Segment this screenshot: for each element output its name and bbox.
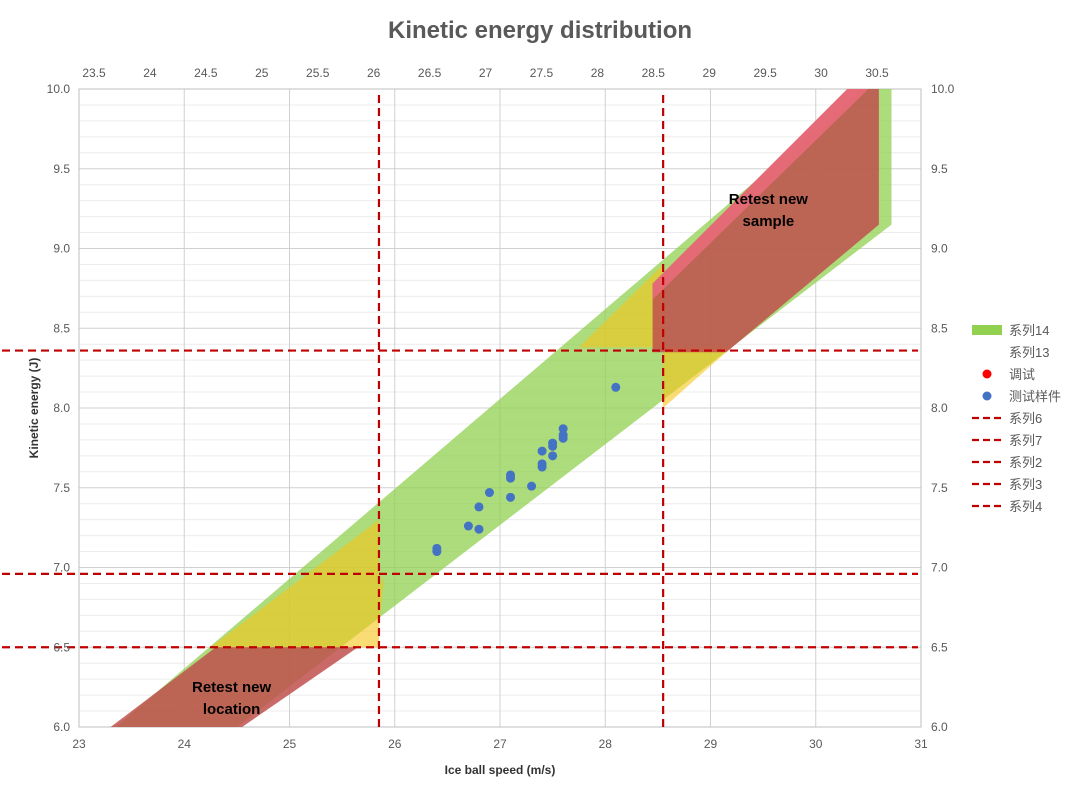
x-tick-label: 30	[809, 737, 823, 751]
legend-label: 系列13	[1009, 345, 1049, 360]
x2-tick-label: 27	[479, 66, 493, 80]
band-layer	[110, 89, 892, 727]
annotation-text: Retest new	[192, 679, 272, 696]
plot-area-border	[78, 88, 922, 728]
y2-tick-label: 8.0	[931, 401, 948, 415]
y2-tick-label: 6.5	[931, 640, 948, 654]
y2-tick-label: 7.5	[931, 481, 948, 495]
data-point-测试样件	[506, 470, 516, 480]
x2-tick-label: 27.5	[530, 66, 554, 80]
chart-title: Kinetic energy distribution	[388, 17, 692, 44]
y-tick-label: 7.5	[53, 481, 70, 495]
x2-tick-label: 25	[255, 66, 269, 80]
y2-tick-label: 7.0	[931, 561, 948, 575]
legend-label: 系列2	[1009, 455, 1042, 470]
x2-tick-label: 28.5	[642, 66, 666, 80]
data-point-测试样件	[537, 459, 547, 469]
y2-tick-label: 9.5	[931, 162, 948, 176]
legend-swatch-band	[972, 325, 1002, 335]
x2-tick-label: 29	[703, 66, 717, 80]
x2-tick-label: 26	[367, 66, 381, 80]
legend-label: 系列6	[1009, 411, 1042, 426]
data-point-测试样件	[611, 382, 621, 392]
x-tick-label: 24	[178, 737, 192, 751]
legend-label: 系列14	[1009, 323, 1049, 338]
x2-tick-label: 24	[143, 66, 157, 80]
annotation-layer: Retest new location Retest new sample	[192, 191, 808, 718]
reference-line-layer	[2, 95, 918, 727]
tick-layer: 23 24 25 26 27 28 29 30 31 23.5 24 24.5 25 25.5 26 26.5…	[47, 66, 955, 751]
band-red-zone-low	[110, 647, 358, 727]
x-tick-label: 28	[599, 737, 613, 751]
x2-tick-label: 28	[591, 66, 605, 80]
x-tick-label: 29	[704, 737, 718, 751]
band-red-zone-high	[652, 89, 879, 353]
band-red-top-edge	[652, 89, 869, 300]
x2-tick-label: 30.5	[865, 66, 889, 80]
legend-label: 调试	[1009, 367, 1035, 382]
data-point-测试样件	[474, 502, 484, 512]
data-point-测试样件	[474, 524, 484, 534]
data-point-测试样件	[463, 521, 473, 531]
y-tick-label: 8.5	[53, 321, 70, 335]
x-tick-label: 26	[388, 737, 402, 751]
x2-tick-label: 24.5	[194, 66, 218, 80]
legend-label: 测试样件	[1009, 389, 1061, 404]
x-tick-label: 31	[914, 737, 928, 751]
x2-tick-label: 26.5	[418, 66, 442, 80]
data-point-测试样件	[548, 438, 558, 448]
y-tick-label: 9.0	[53, 242, 70, 256]
legend-swatch-dot	[982, 369, 992, 379]
y-tick-label: 9.5	[53, 162, 70, 176]
y-tick-label: 10.0	[47, 82, 71, 96]
annotation-text: location	[203, 701, 261, 718]
data-point-测试样件	[548, 451, 558, 461]
legend-label: 系列3	[1009, 477, 1042, 492]
y2-tick-label: 9.0	[931, 242, 948, 256]
data-point-测试样件	[558, 430, 568, 440]
legend-label: 系列7	[1009, 433, 1042, 448]
data-point-测试样件	[484, 488, 494, 498]
data-point-测试样件	[537, 446, 547, 456]
data-point-测试样件	[527, 481, 537, 491]
y-axis-title: Kinetic energy (J)	[27, 358, 41, 459]
y-tick-label: 6.5	[53, 640, 70, 654]
data-point-测试样件	[432, 543, 442, 553]
y2-tick-label: 8.5	[931, 321, 948, 335]
y2-tick-label: 6.0	[931, 720, 948, 734]
x2-tick-label: 30	[814, 66, 828, 80]
annotation-text: sample	[743, 213, 795, 230]
annotation-text: Retest new	[729, 191, 809, 208]
legend-swatch-dot	[982, 391, 992, 401]
x-tick-label: 23	[72, 737, 86, 751]
y2-tick-label: 10.0	[931, 82, 955, 96]
legend-label: 系列4	[1009, 499, 1042, 514]
band-yellow-zone-low	[210, 519, 385, 648]
x2-tick-label: 29.5	[753, 66, 777, 80]
y-tick-label: 8.0	[53, 401, 70, 415]
x2-tick-label: 23.5	[82, 66, 106, 80]
x2-tick-label: 25.5	[306, 66, 330, 80]
x-tick-label: 27	[493, 737, 507, 751]
data-point-测试样件	[558, 424, 568, 434]
x-tick-label: 25	[283, 737, 297, 751]
x-axis-title: Ice ball speed (m/s)	[445, 763, 556, 777]
y-tick-label: 6.0	[53, 720, 70, 734]
data-point-测试样件	[506, 492, 516, 502]
point-layer	[432, 382, 621, 557]
y-tick-label: 7.0	[53, 561, 70, 575]
